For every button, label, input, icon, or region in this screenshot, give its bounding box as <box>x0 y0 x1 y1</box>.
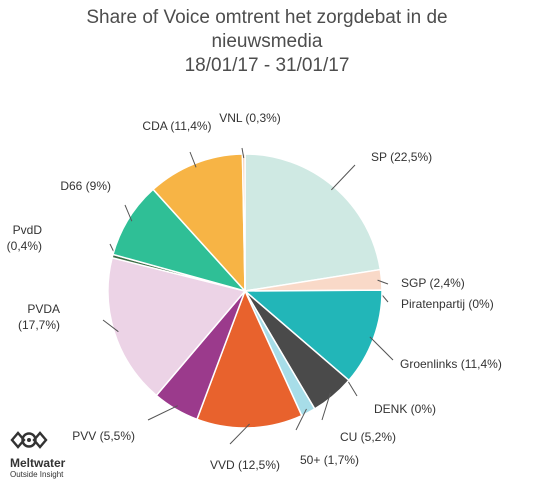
chart-title-line-1: Share of Voice omtrent het zorgdebat in … <box>86 7 448 28</box>
chart-date-range: 18/01/17 - 31/01/17 <box>184 55 350 76</box>
leader-line <box>241 147 245 159</box>
chart-title-line-2: nieuwsmedia <box>211 31 323 52</box>
pie-slice <box>242 289 383 382</box>
leader-line <box>189 151 197 168</box>
slice-label: Groenlinks (11,4%) <box>400 357 502 371</box>
slice-label: PVDA (17,7%) <box>18 302 60 332</box>
pie-slice <box>107 256 247 397</box>
slice-label: PvdD (0,4%) <box>7 223 43 253</box>
slice-label: PVV (5,5%) <box>72 429 135 443</box>
leader-line <box>124 204 133 222</box>
slice-label: VNL (0,3%) <box>219 111 281 125</box>
slice-label: DENK (0%) <box>374 402 436 416</box>
brand-name: Meltwater <box>10 456 66 470</box>
meltwater-brand: Meltwater Outside Insight <box>10 431 100 480</box>
slice-label: D66 (9%) <box>60 179 111 193</box>
leader-line <box>377 279 389 285</box>
brand-tagline: Outside Insight <box>10 470 64 479</box>
leader-line <box>369 336 394 361</box>
slice-label: VVD (12,5%) <box>210 458 280 472</box>
leader-line <box>321 392 331 421</box>
pie-slice <box>241 153 246 292</box>
leader-line <box>295 408 307 431</box>
slice-label: SP (22,5%) <box>371 150 432 164</box>
leader-line <box>147 405 178 421</box>
pie-slice <box>196 289 303 429</box>
slice-label: CDA (11,4%) <box>142 119 211 133</box>
slice-label: Piratenpartij (0%) <box>401 297 494 311</box>
slice-label: SGP (2,4%) <box>401 276 465 290</box>
slice-label: CU (5,2%) <box>340 430 396 444</box>
chart-title: Share of Voice omtrent het zorgdebat in … <box>0 6 534 78</box>
meltwater-logo-icon <box>10 431 48 449</box>
slice-label: 50+ (1,7%) <box>300 453 359 467</box>
leader-line <box>331 164 356 191</box>
leader-line <box>229 423 250 445</box>
pie-slice <box>244 153 382 292</box>
leader-line <box>102 319 119 333</box>
